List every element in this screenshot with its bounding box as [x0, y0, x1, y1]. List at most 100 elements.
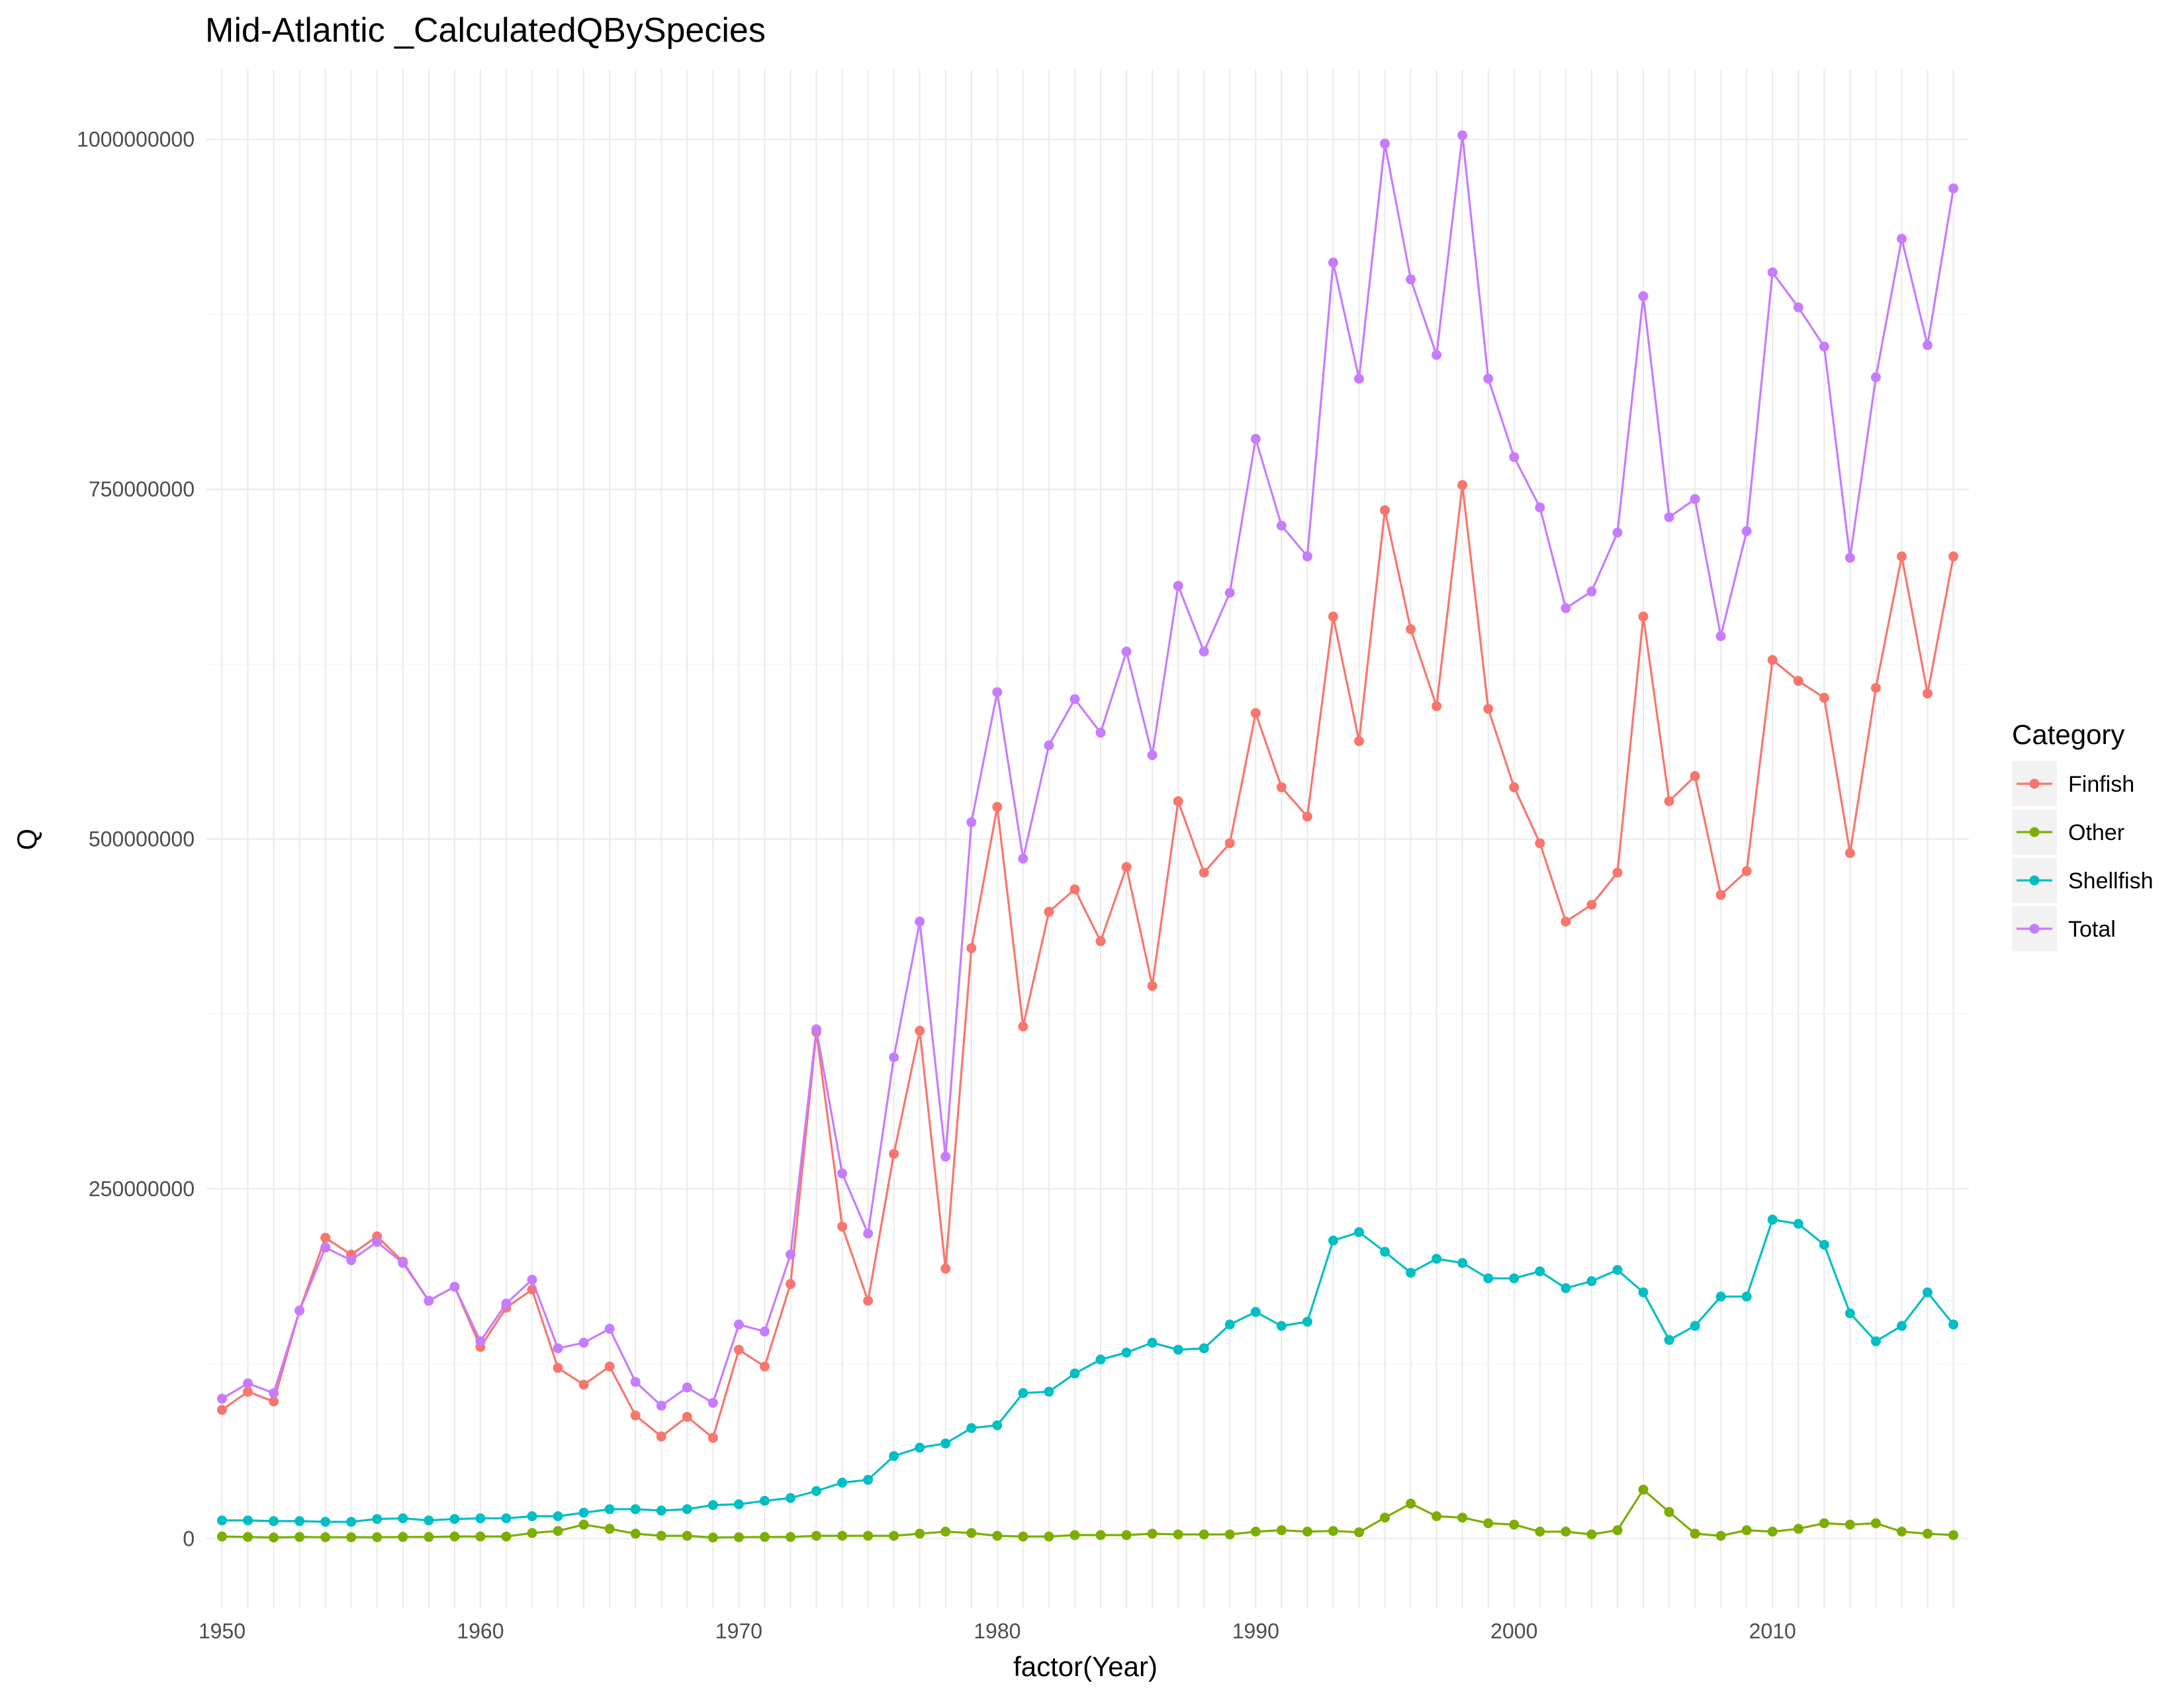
data-point-finfish	[733, 1344, 744, 1355]
data-point-shellfish	[1406, 1268, 1416, 1278]
data-point-other	[1896, 1526, 1907, 1537]
data-point-shellfish	[1844, 1308, 1855, 1319]
data-point-other	[578, 1519, 589, 1530]
data-point-finfish	[1121, 862, 1132, 872]
data-point-other	[346, 1532, 357, 1542]
data-point-other	[733, 1532, 744, 1542]
data-point-total	[604, 1323, 615, 1334]
data-point-shellfish	[940, 1438, 951, 1449]
x-tick-label: 1990	[1232, 1619, 1279, 1643]
series-total	[216, 130, 1959, 1411]
data-point-total	[656, 1401, 666, 1411]
data-point-finfish	[553, 1362, 563, 1373]
data-point-other	[604, 1524, 615, 1534]
data-point-total	[1457, 130, 1468, 140]
data-point-shellfish	[295, 1516, 305, 1526]
series-other	[216, 1484, 1959, 1543]
legend-label: Shellfish	[2068, 868, 2154, 894]
data-point-shellfish	[475, 1513, 486, 1524]
data-point-finfish	[1353, 736, 1364, 747]
data-point-finfish	[1948, 551, 1959, 562]
data-point-other	[1741, 1525, 1752, 1536]
data-point-total	[269, 1388, 279, 1398]
data-point-shellfish	[811, 1485, 822, 1496]
data-point-shellfish	[1561, 1283, 1571, 1293]
legend: Category Finfish Other Shellfish Total	[2012, 719, 2154, 951]
data-point-other	[966, 1528, 977, 1538]
data-point-finfish	[889, 1149, 899, 1159]
data-point-other	[216, 1531, 227, 1542]
data-point-finfish	[1896, 551, 1907, 562]
data-point-shellfish	[733, 1499, 744, 1510]
data-point-total	[1018, 853, 1028, 864]
data-point-other	[269, 1532, 279, 1543]
data-point-total	[966, 817, 977, 827]
data-point-shellfish	[1715, 1291, 1726, 1302]
data-point-shellfish	[1199, 1343, 1209, 1354]
data-point-total	[1380, 138, 1390, 149]
data-point-other	[527, 1528, 537, 1538]
data-point-total	[863, 1229, 874, 1239]
data-point-other	[424, 1532, 434, 1542]
data-point-total	[1586, 586, 1597, 596]
data-point-other	[759, 1532, 770, 1542]
data-point-other	[1819, 1518, 1829, 1528]
data-point-total	[1302, 551, 1312, 562]
data-point-other	[1353, 1527, 1364, 1538]
data-point-finfish	[837, 1221, 848, 1232]
data-point-total	[1095, 727, 1106, 738]
data-point-shellfish	[889, 1451, 899, 1462]
data-point-other	[1199, 1529, 1209, 1540]
data-point-finfish	[1173, 796, 1183, 806]
data-point-other	[1870, 1518, 1881, 1528]
data-point-finfish	[1380, 505, 1390, 516]
data-point-other	[1380, 1513, 1390, 1523]
data-point-finfish	[604, 1361, 615, 1372]
data-point-other	[1767, 1526, 1778, 1537]
data-point-shellfish	[1586, 1276, 1597, 1286]
series-line-total	[221, 134, 1955, 1407]
data-point-other	[889, 1530, 899, 1541]
data-point-other	[372, 1532, 383, 1542]
data-point-total	[1432, 350, 1442, 360]
data-point-finfish	[1819, 692, 1829, 703]
data-point-other	[475, 1531, 486, 1542]
x-tick-label: 1960	[457, 1619, 504, 1643]
data-point-total	[1509, 451, 1520, 462]
data-point-shellfish	[1018, 1388, 1028, 1398]
data-point-other	[1638, 1484, 1649, 1495]
data-point-finfish	[656, 1431, 666, 1442]
data-point-shellfish	[863, 1475, 874, 1485]
data-point-total	[1612, 528, 1623, 538]
legend-key-point	[2029, 778, 2040, 789]
data-point-total	[1173, 581, 1183, 591]
data-point-shellfish	[1353, 1227, 1364, 1237]
data-point-finfish	[1561, 916, 1571, 927]
data-point-total	[1844, 553, 1855, 563]
legend-key-point	[2029, 923, 2040, 934]
data-point-other	[1793, 1524, 1803, 1534]
data-point-shellfish	[216, 1515, 227, 1526]
data-point-finfish	[1638, 611, 1649, 622]
data-point-finfish	[1690, 771, 1700, 781]
data-point-shellfish	[966, 1423, 977, 1433]
data-point-total	[1767, 267, 1778, 277]
legend-item-finfish: Finfish	[2012, 761, 2134, 806]
data-point-other	[1069, 1530, 1080, 1540]
data-point-shellfish	[915, 1442, 925, 1453]
data-point-other	[1095, 1530, 1106, 1540]
data-point-finfish	[1044, 906, 1054, 917]
data-point-finfish	[1276, 782, 1287, 792]
data-point-other	[992, 1530, 1003, 1541]
data-point-finfish	[707, 1432, 718, 1443]
data-point-other	[320, 1532, 331, 1542]
data-point-total	[630, 1377, 641, 1387]
data-point-total	[1483, 373, 1494, 384]
data-point-shellfish	[1121, 1347, 1132, 1358]
data-point-finfish	[1224, 838, 1235, 849]
data-point-shellfish	[1509, 1273, 1520, 1284]
x-tick-label: 1950	[199, 1619, 246, 1643]
data-point-total	[1121, 646, 1132, 657]
data-point-other	[1250, 1526, 1261, 1537]
data-point-shellfish	[837, 1477, 848, 1488]
